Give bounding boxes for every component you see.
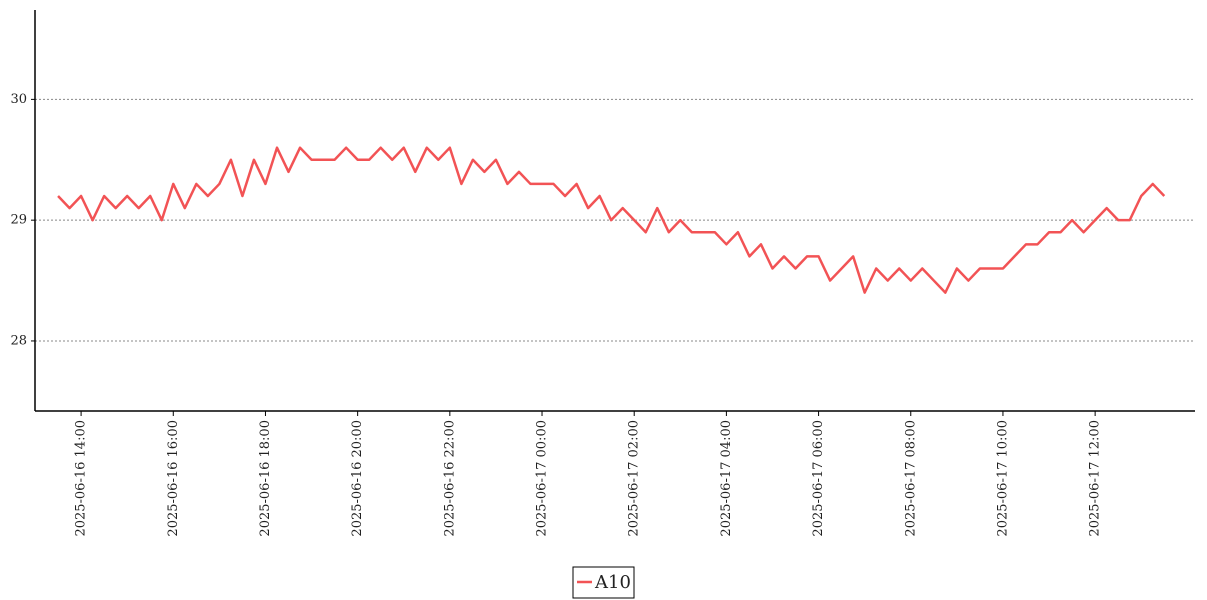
- x-tick-label: 2025-06-16 20:00: [350, 420, 365, 537]
- legend-label: A10: [594, 572, 631, 593]
- y-tick-label: 29: [10, 213, 27, 228]
- x-tick-label: 2025-06-17 04:00: [719, 420, 734, 537]
- legend: A10: [572, 566, 635, 599]
- x-tick-label: 2025-06-16 18:00: [258, 420, 273, 537]
- data-line: [57, 146, 1166, 294]
- x-tick-label: 2025-06-17 08:00: [903, 420, 918, 537]
- y-tick-label: 30: [10, 92, 27, 107]
- x-tick-label: 2025-06-17 00:00: [535, 420, 550, 537]
- x-tick-label: 2025-06-17 12:00: [1088, 420, 1103, 537]
- x-tick-label: 2025-06-16 14:00: [74, 420, 89, 537]
- x-tick-label: 2025-06-17 10:00: [995, 420, 1010, 537]
- x-tick-label: 2025-06-17 02:00: [627, 420, 642, 537]
- y-tick-label: 28: [10, 333, 27, 348]
- x-tick-label: 2025-06-17 06:00: [811, 420, 826, 537]
- x-tick-label: 2025-06-16 16:00: [166, 420, 181, 537]
- x-tick-label: 2025-06-16 22:00: [442, 420, 457, 537]
